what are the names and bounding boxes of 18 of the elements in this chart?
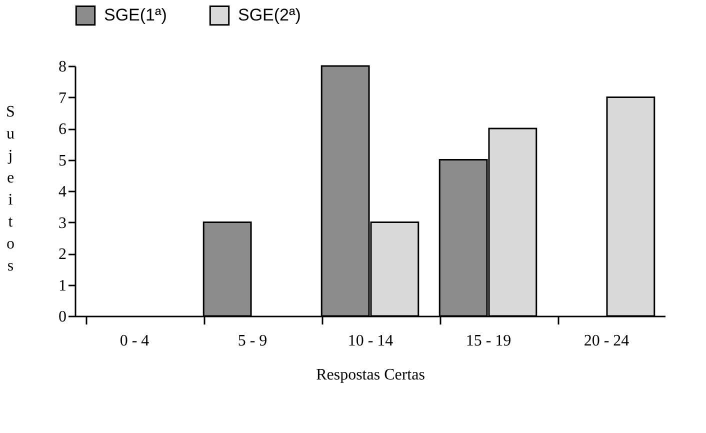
y-tick-label: 3 bbox=[58, 214, 66, 232]
x-axis-title: Respostas Certas bbox=[316, 366, 425, 384]
y-tick-label: 5 bbox=[58, 152, 66, 170]
y-tick-label: 0 bbox=[58, 308, 66, 326]
y-axis-title: Sujeitos bbox=[6, 104, 15, 274]
y-tick-label: 2 bbox=[58, 246, 66, 263]
legend-label: SGE(1ª) bbox=[104, 6, 167, 25]
y-tick-label: 4 bbox=[58, 184, 66, 200]
x-tick-label: 10 - 14 bbox=[348, 332, 394, 350]
y-tick-label: 1 bbox=[58, 277, 66, 294]
legend-label: SGE(2ª) bbox=[238, 6, 301, 25]
y-tick-label: 7 bbox=[58, 90, 66, 107]
x-tick-label: 15 - 19 bbox=[466, 332, 512, 350]
x-tick-label: 20 - 24 bbox=[584, 332, 630, 350]
y-tick-label: 8 bbox=[58, 58, 66, 76]
x-tick-label: 5 - 9 bbox=[238, 332, 268, 350]
x-tick-label: 0 - 4 bbox=[120, 332, 150, 350]
y-tick-label: 6 bbox=[58, 121, 66, 138]
